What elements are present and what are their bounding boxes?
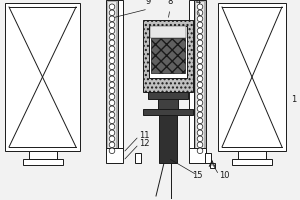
Circle shape <box>197 10 203 16</box>
Circle shape <box>109 142 115 148</box>
Circle shape <box>109 34 115 40</box>
Circle shape <box>197 142 203 148</box>
Circle shape <box>109 148 115 154</box>
Circle shape <box>197 16 203 22</box>
Circle shape <box>109 16 115 22</box>
Circle shape <box>109 40 115 46</box>
Circle shape <box>197 106 203 112</box>
Circle shape <box>197 136 203 142</box>
Circle shape <box>197 130 203 136</box>
Bar <box>210 163 215 168</box>
Circle shape <box>109 112 115 118</box>
Text: 9: 9 <box>146 0 151 6</box>
Circle shape <box>109 4 115 10</box>
Circle shape <box>197 64 203 70</box>
Bar <box>118 0 123 153</box>
Bar <box>149 26 187 78</box>
Circle shape <box>109 70 115 76</box>
Circle shape <box>109 22 115 28</box>
Bar <box>28 151 56 159</box>
Circle shape <box>109 64 115 70</box>
Circle shape <box>197 94 203 100</box>
Circle shape <box>109 58 115 64</box>
Circle shape <box>109 124 115 130</box>
Bar <box>159 115 177 163</box>
Circle shape <box>109 136 115 142</box>
Text: 8: 8 <box>167 0 173 6</box>
Circle shape <box>197 4 203 10</box>
Circle shape <box>197 34 203 40</box>
Text: 12: 12 <box>139 140 149 148</box>
Bar <box>143 109 193 115</box>
Bar <box>22 159 62 165</box>
Circle shape <box>197 46 203 52</box>
Bar <box>194 0 206 153</box>
Circle shape <box>197 76 203 82</box>
Circle shape <box>197 28 203 34</box>
Text: 15: 15 <box>192 170 202 180</box>
Circle shape <box>197 52 203 58</box>
Text: 11: 11 <box>139 132 149 140</box>
Bar <box>158 99 178 109</box>
Circle shape <box>197 22 203 28</box>
Circle shape <box>109 94 115 100</box>
Bar <box>106 148 123 163</box>
Circle shape <box>197 148 203 154</box>
Bar <box>151 38 185 73</box>
Circle shape <box>109 88 115 94</box>
Text: 4: 4 <box>195 0 201 6</box>
Text: 10: 10 <box>219 170 230 180</box>
Circle shape <box>109 10 115 16</box>
Bar <box>5 3 80 151</box>
Bar <box>189 0 194 153</box>
Bar <box>143 20 193 92</box>
Bar <box>150 26 186 38</box>
Circle shape <box>197 58 203 64</box>
Circle shape <box>109 130 115 136</box>
Circle shape <box>197 112 203 118</box>
Circle shape <box>197 118 203 124</box>
Bar <box>205 153 211 163</box>
Circle shape <box>109 52 115 58</box>
Bar <box>196 2 204 151</box>
Circle shape <box>109 28 115 34</box>
Bar <box>135 153 141 163</box>
Circle shape <box>109 106 115 112</box>
Bar <box>108 2 116 151</box>
Text: 1: 1 <box>291 96 296 104</box>
Bar <box>238 151 266 159</box>
Circle shape <box>109 82 115 88</box>
Circle shape <box>197 88 203 94</box>
Circle shape <box>197 100 203 106</box>
Circle shape <box>197 70 203 76</box>
Circle shape <box>197 82 203 88</box>
Circle shape <box>109 46 115 52</box>
Bar <box>218 3 286 151</box>
Bar <box>106 0 118 153</box>
Bar <box>189 148 206 163</box>
Circle shape <box>109 118 115 124</box>
Circle shape <box>109 76 115 82</box>
Circle shape <box>197 124 203 130</box>
Circle shape <box>109 100 115 106</box>
Bar <box>232 159 272 165</box>
Circle shape <box>197 40 203 46</box>
Bar <box>148 92 188 99</box>
